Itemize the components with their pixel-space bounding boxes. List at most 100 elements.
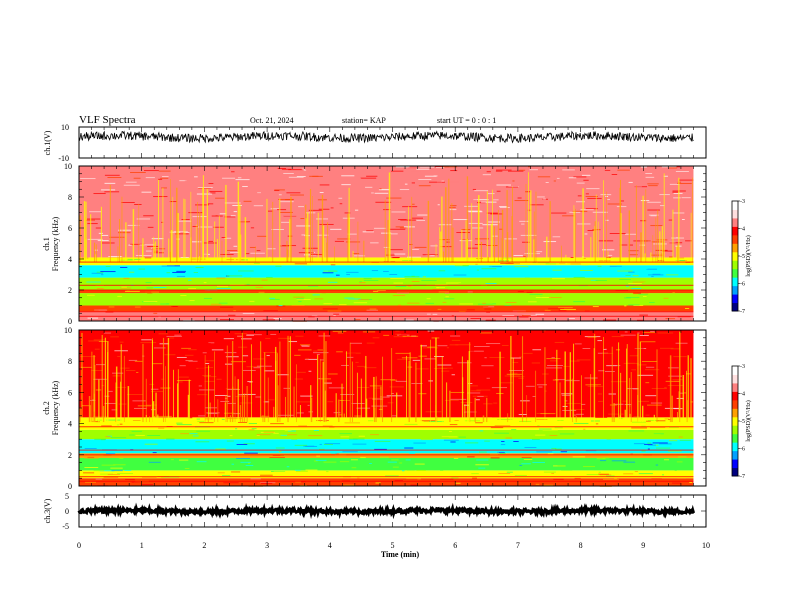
spectral-texture [296,371,306,373]
spectral-streak [366,398,368,423]
spectral-texture [631,421,646,423]
spectral-texture [412,359,421,361]
spectral-texture [472,477,477,479]
spectral-texture [595,416,608,418]
spectral-texture [386,197,402,199]
spectral-texture [427,172,441,174]
spectral-texture [675,342,688,344]
spectral-streak [230,254,232,263]
spectral-texture [298,425,308,427]
spectral-texture [89,399,96,401]
spectral-streak [241,332,243,423]
spectral-texture [140,342,157,344]
spectral-texture [441,436,458,438]
spectral-texture [84,296,97,298]
spectral-streak [234,376,236,423]
spectral-texture [598,400,603,402]
spectral-texture [130,172,146,173]
spectral-texture [196,418,200,420]
spectral-texture [535,313,545,315]
spectral-texture [446,241,450,243]
spectral-texture [572,210,588,212]
ch1-waveform-ylabel: ch.1(V) [43,130,52,155]
spectral-texture [450,205,457,207]
spectral-texture [664,384,668,386]
spectral-texture [202,242,217,244]
spectral-texture [369,308,377,310]
spectral-texture [147,245,159,247]
spectral-texture [529,293,543,295]
spectral-streak [440,231,442,263]
spectral-streak [224,402,226,423]
spectral-texture [244,452,258,454]
spectral-texture [399,227,407,229]
spectral-texture [203,282,207,284]
spectral-texture [514,474,527,476]
spectral-texture [523,251,527,253]
spectral-streak [639,341,641,423]
ch1-ytick-top: 10 [61,123,69,132]
spectral-texture [439,239,450,241]
spectral-texture [372,398,384,400]
spectral-texture [265,467,278,469]
spectral-texture [135,434,145,436]
spectral-streak [279,341,281,423]
spectral-texture [505,437,513,439]
spectral-texture [499,228,503,230]
spectral-texture [257,192,261,194]
spectral-streak [177,213,179,263]
spectral-texture [510,357,521,359]
spectral-streak [327,222,329,263]
spectral-texture [295,473,306,475]
spectral-texture [316,455,321,457]
spectral-texture [551,278,565,280]
spectral-texture [592,211,608,213]
spectral-texture [399,239,405,241]
spectral-streak [546,236,548,263]
spectral-texture [494,344,499,346]
spectral-texture [263,401,270,403]
spectral-streak [373,407,376,423]
spectral-texture [528,404,538,406]
spectral-texture [197,226,213,228]
spectral-texture [668,219,673,221]
spectral-streak [319,358,321,423]
spectral-texture [633,415,640,417]
spectral-texture [301,345,310,347]
spectral-texture [370,434,379,436]
spectral-streak [287,335,289,423]
spectral-streak [504,239,506,263]
spectral-texture [518,268,534,270]
spectral-texture [330,207,334,209]
spectral-streak [115,382,117,423]
spectral-texture [219,361,227,363]
spectral-texture [577,195,582,197]
spectral-texture [573,176,587,178]
spectral-streak [183,198,185,263]
spectral-texture [80,271,89,273]
spectral-texture [357,365,367,367]
spectral-texture [252,358,265,360]
spectral-texture [380,379,395,381]
spectral-texture [654,295,658,296]
spectral-texture [430,396,439,398]
spectral-texture [547,453,554,455]
spectral-texture [553,478,564,480]
spectral-texture [416,168,430,170]
spectral-texture [552,379,559,381]
spectral-texture [119,253,128,255]
spectral-texture [280,201,294,203]
spectral-texture [275,265,282,267]
spectral-streak [389,232,391,263]
spectral-texture [414,463,425,465]
spectral-texture [211,215,223,217]
spectral-streak [151,339,153,423]
spectral-texture [521,463,531,465]
spectral-texture [389,249,403,251]
spectral-texture [101,464,116,466]
spectral-streak [480,241,483,263]
spectral-streak [226,345,228,423]
spectral-texture [661,166,677,168]
spectral-texture [407,256,422,258]
spectral-texture [645,382,650,384]
